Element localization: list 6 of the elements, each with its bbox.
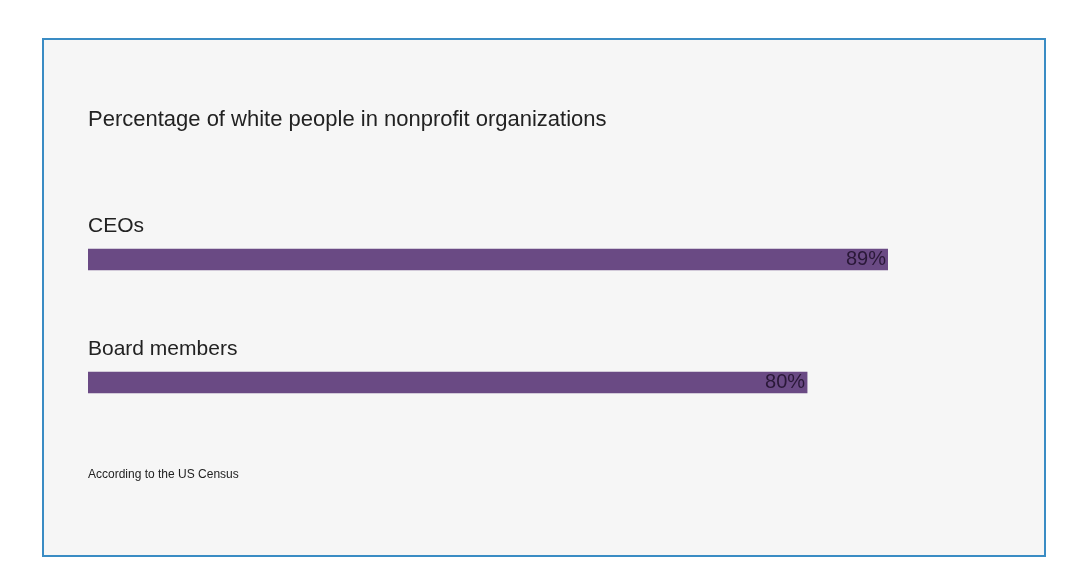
data-label: 89% [845,247,887,270]
data-label: 80% [765,370,806,393]
y-tick-label: CEOs [88,213,145,237]
text: According to the US Census [88,467,239,481]
y-tick-label: Board members [88,336,238,360]
chart-title: Percentage of white people in nonprofit organizations [88,106,607,132]
